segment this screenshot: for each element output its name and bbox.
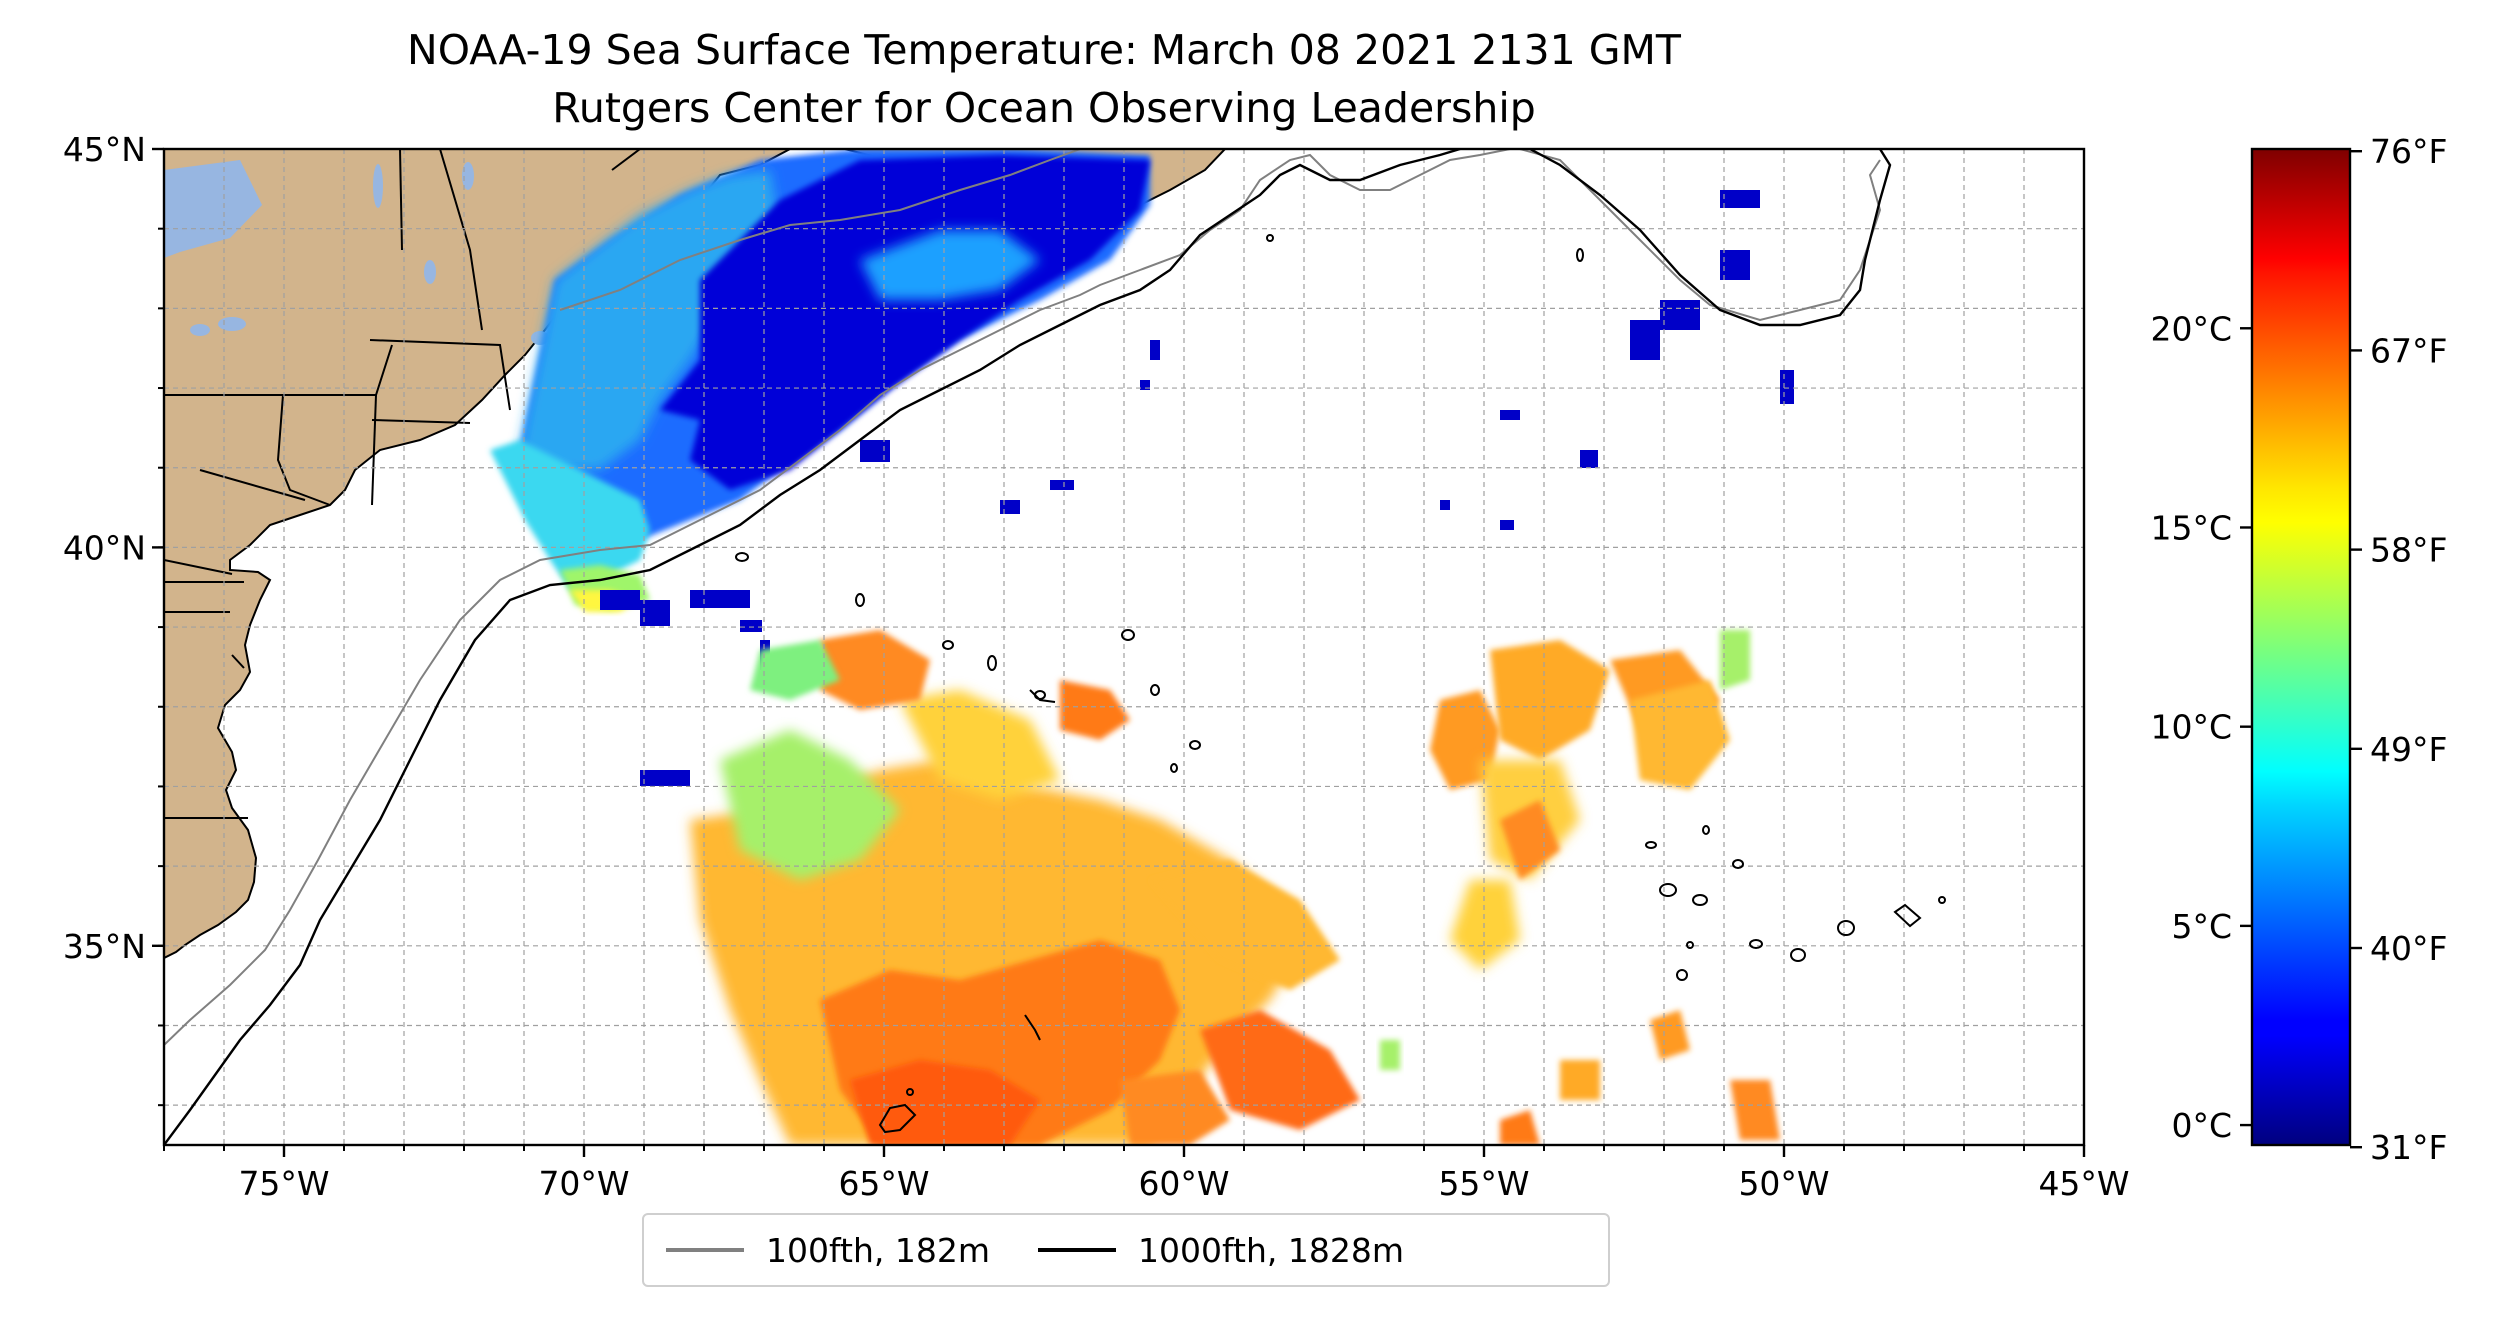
sst-warm-swath: [690, 630, 1780, 1145]
legend-item-1000fth: 1000fth, 1828m: [1038, 1231, 1404, 1270]
lon-tick-label: 70°W: [538, 1164, 629, 1203]
legend-swatch-black-line: [1038, 1248, 1116, 1252]
fahrenheit-tick-label: 40°F: [2370, 929, 2447, 968]
celsius-tick-label: 15°C: [2150, 508, 2232, 547]
legend-swatch-gray-line: [666, 1248, 744, 1252]
fahrenheit-tick-label: 49°F: [2370, 730, 2447, 769]
fahrenheit-tick-label: 58°F: [2370, 531, 2447, 570]
chart-subtitle: Rutgers Center for Ocean Observing Leade…: [552, 84, 1536, 132]
fahrenheit-tick-label: 67°F: [2370, 331, 2447, 370]
legend-item-100fth: 100fth, 182m: [666, 1231, 990, 1270]
map-axis-ticks: 75°W 70°W 65°W 60°W 55°W 50°W 45°W 45°N 40°N 35°N: [63, 130, 2130, 1203]
legend-label-1000fth: 1000fth, 1828m: [1138, 1230, 1404, 1270]
map-gridlines: [164, 149, 2084, 1145]
lon-tick-label: 60°W: [1138, 1164, 1229, 1203]
fahrenheit-tick-label: 31°F: [2370, 1128, 2447, 1167]
lat-tick-label: 45°N: [63, 130, 146, 169]
map-area: [164, 149, 2084, 1145]
seamount-contours: [735, 234, 1946, 1134]
celsius-tick-label: 20°C: [2150, 309, 2232, 348]
legend-label-100fth: 100fth, 182m: [766, 1230, 990, 1270]
colorbar: [2252, 149, 2350, 1145]
map-legend: 100fth, 182m 1000fth, 1828m: [642, 1213, 1610, 1287]
lon-tick-label: 55°W: [1438, 1164, 1529, 1203]
colorbar-ticks: 0°C 5°C 10°C 15°C 20°C 31°F 40°F 49°F 58°F 67°F 76…: [2150, 132, 2447, 1167]
isobath-100fth: [164, 149, 1882, 1046]
lat-tick-label: 40°N: [63, 528, 146, 567]
sst-cold-swath: [490, 149, 1794, 786]
chart-title: NOAA-19 Sea Surface Temperature: March 0…: [407, 26, 1681, 74]
fahrenheit-tick-label: 76°F: [2370, 132, 2447, 171]
lon-tick-label: 65°W: [838, 1164, 929, 1203]
celsius-tick-label: 10°C: [2150, 708, 2232, 747]
colorbar-frame: [2250, 147, 2352, 1147]
isobath-1000fth: [164, 149, 1892, 1145]
lat-tick-label: 35°N: [63, 927, 146, 966]
lon-tick-label: 45°W: [2038, 1164, 2129, 1203]
lon-tick-label: 50°W: [1738, 1164, 1829, 1203]
lon-tick-label: 75°W: [238, 1164, 329, 1203]
celsius-tick-label: 0°C: [2171, 1106, 2232, 1145]
celsius-tick-label: 5°C: [2171, 907, 2232, 946]
